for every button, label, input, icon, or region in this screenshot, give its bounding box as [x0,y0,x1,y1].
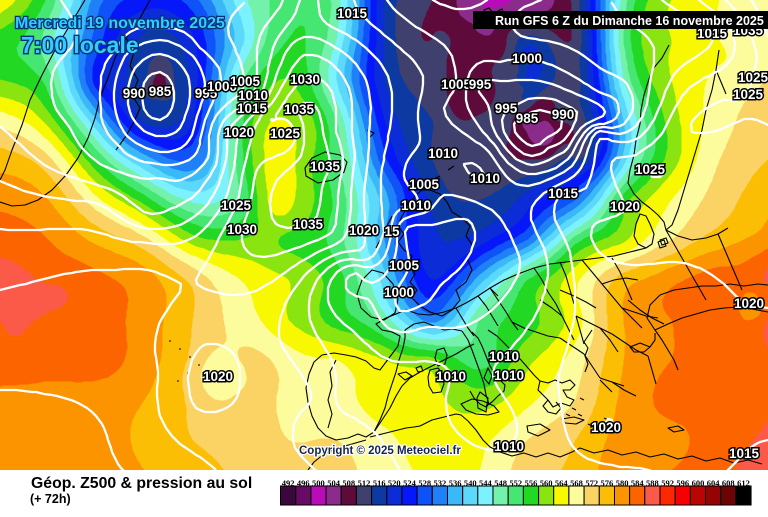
svg-text:612: 612 [737,478,750,488]
svg-text:1035: 1035 [310,159,341,174]
svg-text:(+ 72h): (+ 72h) [30,492,71,506]
svg-text:544: 544 [479,478,493,488]
svg-text:1025: 1025 [270,126,301,141]
svg-text:1025: 1025 [635,162,666,177]
svg-text:600: 600 [692,478,705,488]
svg-text:1010: 1010 [494,439,524,454]
svg-text:560: 560 [540,478,553,488]
svg-text:608: 608 [722,478,735,488]
svg-text:540: 540 [464,478,477,488]
svg-text:524: 524 [403,478,417,488]
svg-text:592: 592 [661,478,674,488]
svg-text:1020: 1020 [610,199,640,214]
svg-text:1030: 1030 [227,222,257,237]
svg-text:1020: 1020 [224,125,254,140]
svg-text:Copyright © 2025 Meteociel.fr: Copyright © 2025 Meteociel.fr [299,445,461,457]
svg-text:568: 568 [570,478,583,488]
svg-text:492: 492 [282,478,295,488]
svg-text:995: 995 [495,101,518,116]
svg-text:1020: 1020 [349,223,379,238]
svg-text:1000: 1000 [384,285,414,300]
svg-text:552: 552 [509,478,522,488]
svg-text:604: 604 [707,478,721,488]
svg-text:Géop. Z500 & pression au sol: Géop. Z500 & pression au sol [31,475,252,492]
svg-text:516: 516 [373,478,386,488]
svg-text:496: 496 [297,478,310,488]
svg-text:1020: 1020 [591,420,621,435]
svg-text:576: 576 [601,478,614,488]
svg-text:1005: 1005 [230,74,261,89]
svg-text:1010: 1010 [494,368,524,383]
svg-text:1000: 1000 [207,79,237,94]
svg-text:508: 508 [342,478,355,488]
svg-text:1005: 1005 [441,77,472,92]
svg-text:1015: 1015 [337,6,368,21]
svg-text:1035: 1035 [293,217,324,232]
svg-text:1030: 1030 [290,72,320,87]
svg-text:1020: 1020 [203,369,233,384]
svg-text:532: 532 [434,478,447,488]
svg-text:528: 528 [418,478,431,488]
svg-text:596: 596 [676,478,689,488]
svg-text:1005: 1005 [409,177,440,192]
svg-text:1015: 1015 [237,101,268,116]
svg-text:1025: 1025 [221,198,252,213]
svg-text:548: 548 [494,478,507,488]
svg-text:1000: 1000 [512,51,542,66]
svg-text:995: 995 [195,86,218,101]
svg-text:1010: 1010 [436,369,466,384]
svg-text:1025: 1025 [738,70,768,85]
svg-text:Run GFS 6 Z du Dimanche 16 nov: Run GFS 6 Z du Dimanche 16 novembre 2025 [495,14,764,28]
svg-text:500: 500 [312,478,325,488]
svg-text:1010: 1010 [489,349,519,364]
svg-text:995: 995 [469,77,492,92]
svg-text:985: 985 [516,111,539,126]
svg-text:556: 556 [525,478,538,488]
svg-text:1035: 1035 [284,102,315,117]
svg-text:1015: 1015 [548,186,579,201]
svg-text:588: 588 [646,478,659,488]
svg-text:990: 990 [123,86,146,101]
svg-text:990: 990 [552,107,575,122]
svg-text:1010: 1010 [238,88,268,103]
svg-text:564: 564 [555,478,569,488]
svg-text:15: 15 [384,224,400,239]
svg-text:985: 985 [149,84,172,99]
svg-text:584: 584 [631,478,645,488]
svg-text:1010: 1010 [401,198,431,213]
svg-text:504: 504 [327,478,341,488]
svg-text:1015: 1015 [729,446,760,461]
svg-text:1025: 1025 [733,87,764,102]
svg-text:1010: 1010 [470,171,500,186]
svg-text:536: 536 [449,478,462,488]
svg-text:572: 572 [585,478,598,488]
svg-text:520: 520 [388,478,401,488]
svg-text:1010: 1010 [428,146,458,161]
svg-text:1020: 1020 [734,296,764,311]
svg-text:512: 512 [358,478,371,488]
svg-text:1005: 1005 [389,258,420,273]
svg-text:7:00 locale: 7:00 locale [21,32,139,58]
svg-text:Mercredi 19 novembre 2025: Mercredi 19 novembre 2025 [15,15,225,32]
svg-text:580: 580 [616,478,629,488]
